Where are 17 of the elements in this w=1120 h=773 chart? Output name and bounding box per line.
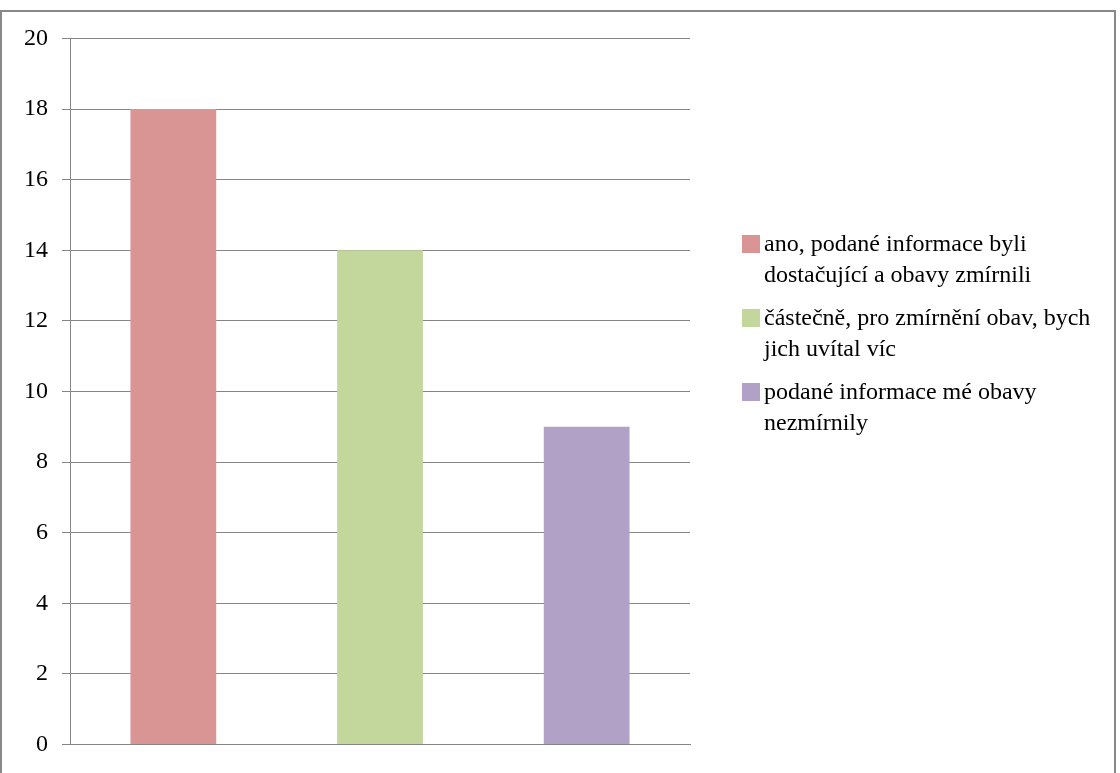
y-tick-label: 2 xyxy=(36,659,48,686)
y-tick-label: 8 xyxy=(36,447,48,474)
bar xyxy=(337,250,423,745)
legend-label: ano, podané informace byli dostačující a obavy zmírnili xyxy=(764,229,1033,289)
y-tick-label: 14 xyxy=(24,235,48,262)
y-tick-label: 6 xyxy=(36,518,48,545)
legend-label: podané informace mé obavy nezmírnily xyxy=(764,377,1038,437)
y-tick-label: 10 xyxy=(24,376,48,403)
y-tick-label: 16 xyxy=(24,164,48,191)
y-tick-label: 18 xyxy=(24,94,48,121)
y-tick-label: 12 xyxy=(24,306,48,333)
y-tick-label: 4 xyxy=(36,588,48,615)
y-tick-label: 20 xyxy=(24,23,48,50)
bar xyxy=(543,426,630,745)
legend-label: částečně, pro zmírnění obav, bych jich uvítal víc xyxy=(764,303,1092,363)
bar xyxy=(130,109,217,745)
y-tick-label: 0 xyxy=(36,729,48,756)
